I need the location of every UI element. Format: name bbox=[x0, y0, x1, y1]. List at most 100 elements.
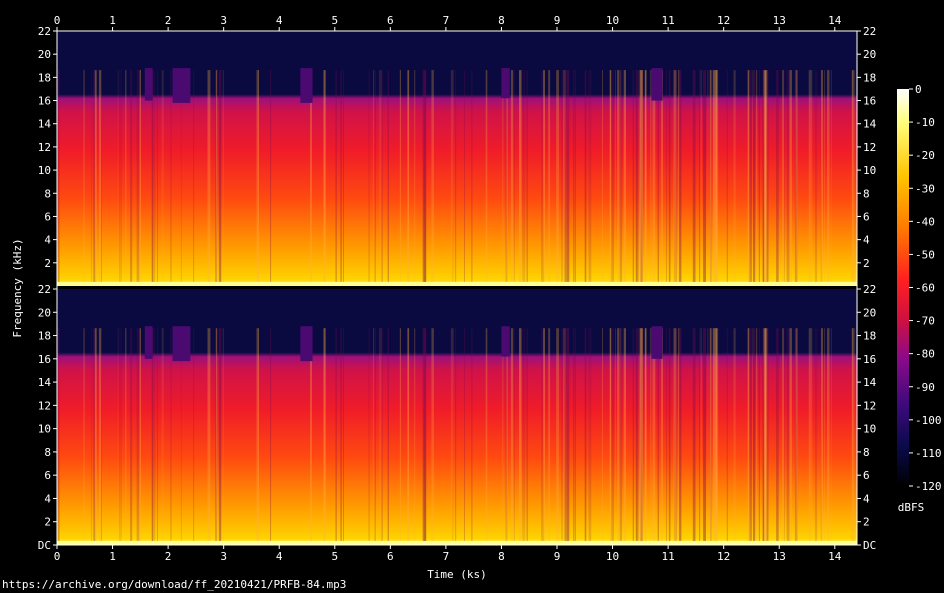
spectrogram-streak bbox=[471, 328, 473, 543]
spectrogram-streak bbox=[748, 328, 750, 543]
spectrogram-cutoff-dip bbox=[501, 326, 510, 357]
spectrogram-streak bbox=[548, 328, 551, 543]
y-tick-label: 2 bbox=[44, 257, 51, 270]
spectrogram-streak bbox=[215, 328, 218, 543]
spectrogram-streak bbox=[180, 328, 182, 543]
spectrogram-streak bbox=[809, 328, 813, 543]
colorbar-tick-label: -60 bbox=[915, 282, 935, 295]
x-tick-label: 0 bbox=[54, 14, 61, 27]
spectrogram-streak bbox=[574, 328, 576, 543]
y-tick-label: 14 bbox=[38, 118, 52, 131]
spectrogram-streak bbox=[151, 328, 154, 543]
spectrogram-streak bbox=[335, 328, 337, 543]
colorbar-tick-label: -110 bbox=[915, 447, 942, 460]
spectrogram-streak bbox=[707, 70, 709, 284]
spectrogram-streak bbox=[703, 328, 706, 543]
spectrogram-streak bbox=[121, 70, 122, 284]
spectrogram-streak bbox=[343, 328, 344, 543]
spectrogram-streak bbox=[519, 70, 522, 284]
spectrogram-streak bbox=[619, 328, 622, 543]
spectrogram-streak bbox=[57, 70, 60, 284]
spectrogram-streak bbox=[615, 70, 616, 284]
colorbar-tick-label: 0 bbox=[915, 83, 922, 96]
x-tick-label: 10 bbox=[606, 550, 619, 563]
spectrogram-streak bbox=[139, 328, 141, 543]
spectrogram-streak bbox=[215, 328, 217, 543]
spectrogram-streak bbox=[125, 328, 127, 543]
y-tick-label: 20 bbox=[863, 306, 876, 319]
spectrogram-streak bbox=[784, 70, 785, 284]
spectrogram-streak bbox=[193, 70, 195, 284]
spectrogram-streak bbox=[506, 70, 508, 284]
spectrogram-streak bbox=[611, 70, 614, 284]
spectrogram-streak bbox=[758, 328, 760, 543]
spectrogram-streak bbox=[256, 328, 259, 543]
x-tick-label: 3 bbox=[220, 550, 227, 563]
spectrogram-streak bbox=[157, 328, 158, 543]
spectrogram-streak bbox=[513, 70, 515, 284]
spectrogram-streak bbox=[121, 328, 122, 543]
spectrogram-streak bbox=[573, 328, 574, 543]
spectrogram-streak bbox=[678, 70, 680, 284]
spectrogram-streak bbox=[485, 328, 488, 543]
x-tick-label: 7 bbox=[443, 550, 450, 563]
spectrogram-streak bbox=[789, 70, 792, 284]
spectrogram-streak bbox=[762, 328, 765, 543]
spectrogram-streak bbox=[373, 328, 375, 543]
spectrogram-streak bbox=[852, 328, 854, 543]
spectrogram-streak bbox=[623, 70, 626, 284]
spectrogram-streak bbox=[623, 328, 626, 543]
y-tick-label: 4 bbox=[863, 492, 870, 505]
spectrogram-streak bbox=[387, 328, 389, 543]
spectrogram-streak bbox=[136, 70, 140, 284]
colorbar-tick-label: -120 bbox=[915, 480, 942, 493]
spectrogram-streak bbox=[649, 70, 652, 284]
y-tick-label: 6 bbox=[44, 210, 51, 223]
spectrogram-streak bbox=[170, 328, 172, 543]
spectrogram-streak bbox=[83, 70, 85, 284]
spectrogram-streak bbox=[782, 328, 784, 543]
spectrogram-streak bbox=[323, 328, 325, 543]
spectrogram-streak bbox=[215, 70, 218, 284]
spectrogram-streak bbox=[561, 70, 563, 284]
spectrogram-streak bbox=[763, 328, 767, 543]
spectrogram-cutoff-dip bbox=[300, 326, 313, 362]
colorbar-tick-label: -100 bbox=[915, 414, 942, 427]
x-tick-label: 13 bbox=[773, 14, 786, 27]
y-tick-label: 14 bbox=[863, 376, 877, 389]
spectrogram-streak bbox=[574, 70, 576, 284]
spectrogram-streak bbox=[588, 70, 592, 284]
spectrogram-streak bbox=[715, 70, 719, 284]
y-axis-label: Frequency (kHz) bbox=[11, 238, 24, 337]
spectrogram-streak bbox=[343, 70, 344, 284]
y-tick-label: 8 bbox=[863, 187, 870, 200]
spectrogram-cutoff-dip bbox=[651, 68, 663, 101]
spectrogram-streak bbox=[640, 70, 643, 284]
spectrogram-streak bbox=[513, 328, 515, 543]
spectrogram-streak bbox=[794, 328, 798, 543]
y-tick-label: 22 bbox=[863, 25, 876, 38]
y-tick-label: 12 bbox=[38, 399, 51, 412]
spectrogram-streak bbox=[636, 328, 639, 543]
spectrogram-streak bbox=[610, 70, 612, 284]
y-tick-label: DC bbox=[38, 539, 51, 552]
spectrogram-streak bbox=[566, 70, 570, 284]
spectrogram-streak bbox=[117, 70, 119, 284]
spectrogram-streak bbox=[758, 70, 760, 284]
spectrogram-streak bbox=[387, 70, 389, 284]
spectrogram-streak bbox=[661, 328, 663, 543]
spectrogram-streak bbox=[270, 328, 272, 543]
spectrogram-streak bbox=[640, 328, 643, 543]
spectrogram-streak bbox=[644, 70, 647, 284]
spectrogram-streak bbox=[657, 70, 659, 284]
spectrogram-streak bbox=[749, 328, 752, 543]
x-tick-label: 5 bbox=[331, 14, 338, 27]
spectrogram-streak bbox=[422, 328, 425, 543]
spectrogram-streak bbox=[414, 70, 416, 284]
spectrogram-streak bbox=[611, 328, 614, 543]
spectrogram-streak bbox=[851, 328, 853, 543]
spectrogram-streak bbox=[753, 70, 756, 284]
spectrogram-streak bbox=[407, 328, 410, 543]
spectrogram-streak bbox=[692, 328, 696, 543]
spectrogram-streak bbox=[378, 70, 382, 284]
